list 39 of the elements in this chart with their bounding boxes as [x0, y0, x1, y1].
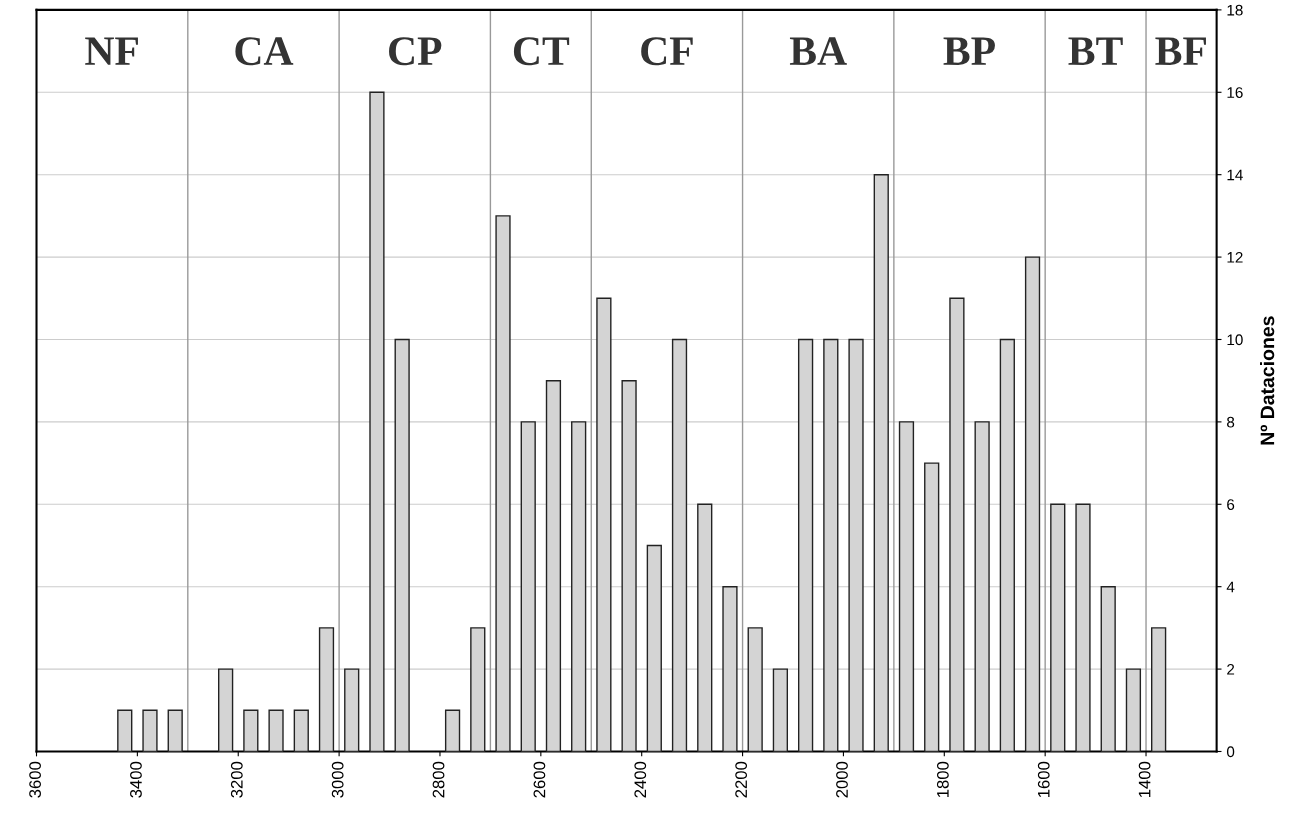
x-tick-label: 3000: [331, 761, 344, 798]
annotation: BA: [789, 37, 847, 65]
y-tick-label: 16: [1227, 87, 1243, 98]
x-tick-label: 1600: [1037, 761, 1050, 798]
annotation: BF: [1155, 37, 1206, 65]
x-tick-label: 3200: [230, 761, 243, 798]
x-tick-label: 2200: [735, 761, 748, 798]
bar: [444, 709, 461, 752]
y-tick-label: 14: [1227, 169, 1243, 181]
bar: [293, 709, 309, 752]
x-tick-label: 3600: [29, 761, 41, 798]
annotation: CF: [641, 37, 693, 66]
x-tick-label: 1400: [1138, 761, 1151, 798]
annotation: CT: [513, 37, 570, 66]
bar: [142, 709, 158, 752]
annotation: BT: [1068, 37, 1123, 65]
y-tick-label: 2: [1227, 663, 1235, 675]
annotation: CP: [389, 37, 442, 66]
y-tick-label: 0: [1226, 746, 1235, 758]
y-tick-label: 6: [1227, 499, 1235, 510]
x-tick-label: 2000: [836, 761, 848, 798]
y-tick-label: 12: [1227, 251, 1243, 263]
y-tick-label: 18: [1227, 4, 1243, 16]
y-tick-label: 4: [1226, 581, 1235, 593]
bar: [243, 709, 259, 752]
annotation: CA: [235, 37, 294, 66]
bar: [117, 709, 133, 752]
annotation: NF: [85, 37, 138, 65]
bar: [268, 709, 284, 752]
x-tick-label: 2600: [533, 761, 546, 798]
y-tick-label: 10: [1227, 334, 1243, 346]
x-tick-label: 1800: [936, 761, 949, 798]
y-tick-label: 8: [1227, 416, 1235, 428]
x-tick-label: 2800: [432, 761, 445, 798]
annotation: BP: [943, 37, 995, 65]
x-tick-label: 2400: [634, 761, 647, 798]
x-tick-label: 3400: [130, 761, 142, 798]
y-axis-title: Nº Dataciones: [1260, 316, 1275, 445]
bar: [167, 709, 183, 752]
